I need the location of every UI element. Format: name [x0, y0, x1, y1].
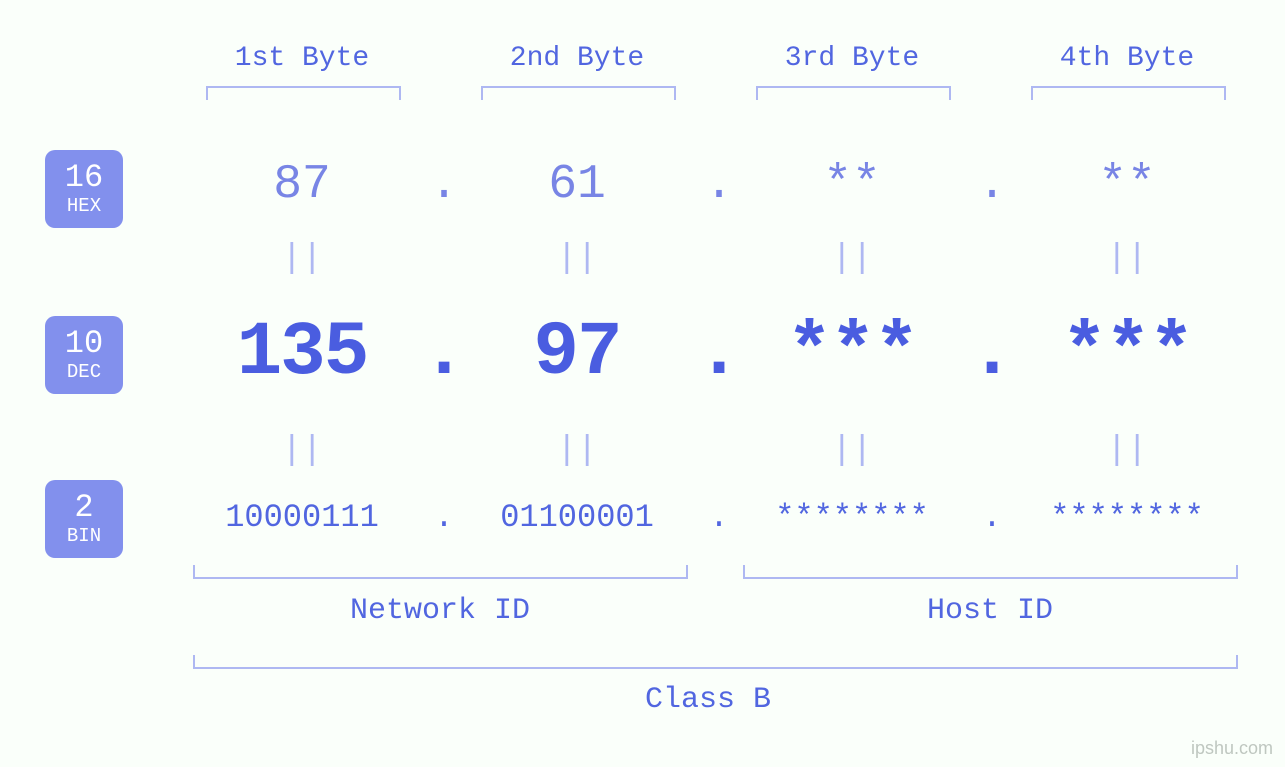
network-id-label: Network ID	[340, 594, 540, 628]
byte-label-3: 3rd Byte	[782, 43, 922, 74]
eq-1-1: ||	[272, 240, 332, 278]
dec-byte-4: ***	[1012, 310, 1242, 396]
hex-byte-3: **	[752, 158, 952, 212]
eq-2-1: ||	[272, 432, 332, 470]
class-label: Class B	[645, 683, 771, 717]
network-bracket	[193, 565, 688, 579]
hex-dot-3: .	[972, 158, 1012, 212]
dec-byte-2: 97	[462, 310, 692, 396]
dec-badge: 10 DEC	[45, 316, 123, 394]
bin-badge-num: 2	[74, 492, 93, 524]
hex-dot-1: .	[424, 158, 464, 212]
byte-bracket-4	[1031, 86, 1226, 100]
bin-badge-label: BIN	[67, 527, 101, 546]
bin-byte-4: ********	[1002, 499, 1252, 536]
hex-badge: 16 HEX	[45, 150, 123, 228]
class-bracket	[193, 655, 1238, 669]
dec-byte-3: ***	[737, 310, 967, 396]
hex-dot-2: .	[699, 158, 739, 212]
watermark: ipshu.com	[1191, 738, 1273, 759]
dec-byte-1: 135	[187, 310, 417, 396]
eq-1-2: ||	[547, 240, 607, 278]
byte-bracket-1	[206, 86, 401, 100]
dec-badge-num: 10	[65, 328, 103, 360]
byte-bracket-2	[481, 86, 676, 100]
host-id-label: Host ID	[890, 594, 1090, 628]
bin-byte-2: 01100001	[452, 499, 702, 536]
eq-2-3: ||	[822, 432, 882, 470]
hex-byte-4: **	[1027, 158, 1227, 212]
hex-byte-1: 87	[202, 158, 402, 212]
bin-badge: 2 BIN	[45, 480, 123, 558]
byte-label-2: 2nd Byte	[507, 43, 647, 74]
eq-1-3: ||	[822, 240, 882, 278]
eq-2-2: ||	[547, 432, 607, 470]
byte-label-4: 4th Byte	[1057, 43, 1197, 74]
bin-byte-3: ********	[727, 499, 977, 536]
hex-byte-2: 61	[477, 158, 677, 212]
eq-1-4: ||	[1097, 240, 1157, 278]
bin-byte-1: 10000111	[177, 499, 427, 536]
hex-badge-num: 16	[65, 162, 103, 194]
eq-2-4: ||	[1097, 432, 1157, 470]
byte-bracket-3	[756, 86, 951, 100]
dec-badge-label: DEC	[67, 363, 101, 382]
dec-dot-3: .	[967, 310, 1017, 396]
host-bracket	[743, 565, 1238, 579]
hex-badge-label: HEX	[67, 197, 101, 216]
byte-label-1: 1st Byte	[232, 43, 372, 74]
